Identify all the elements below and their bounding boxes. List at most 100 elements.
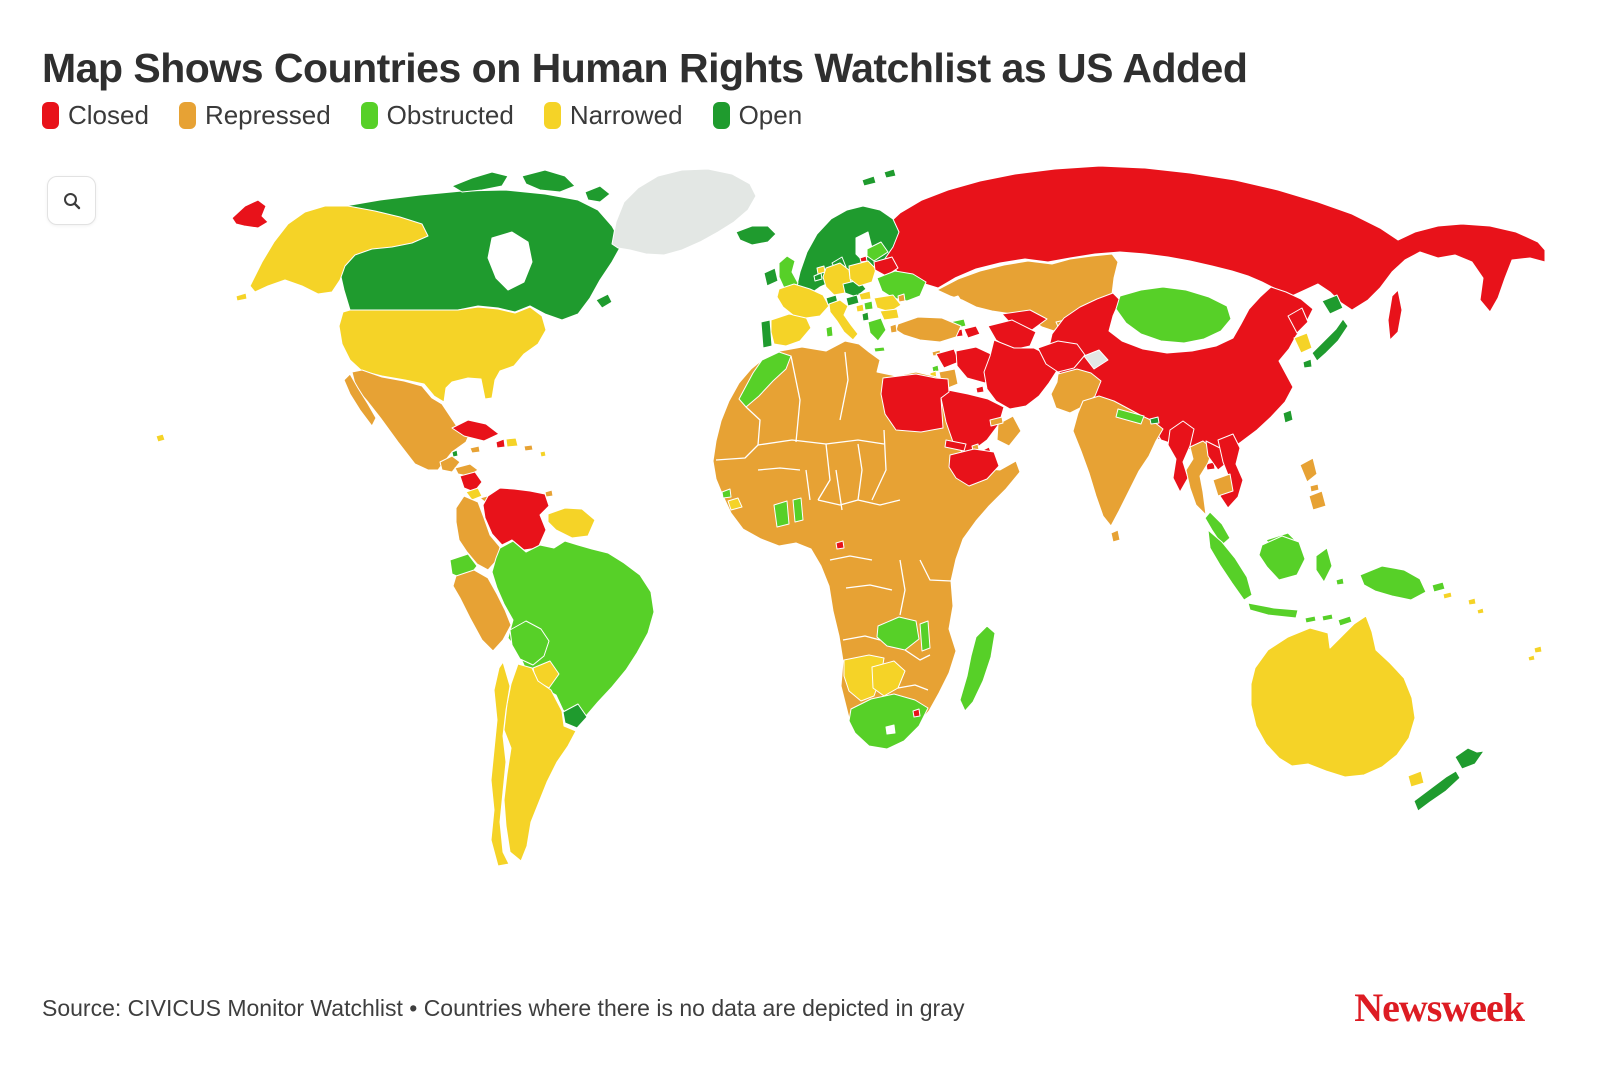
region-madagascar[interactable] [959, 625, 996, 712]
region-africa-base[interactable] [712, 340, 1021, 744]
region-solomon-islands[interactable] [1442, 591, 1453, 600]
region-indonesia-lesser-sunda[interactable] [1304, 615, 1317, 624]
region-uae[interactable] [989, 416, 1004, 427]
region-arctic-islands[interactable] [521, 169, 576, 193]
region-costa-rica[interactable] [465, 487, 483, 501]
region-india[interactable] [1072, 395, 1164, 527]
region-uk[interactable] [778, 255, 799, 292]
region-iceland[interactable] [735, 225, 777, 246]
region-philippines-mindanao[interactable] [1308, 490, 1327, 511]
region-chukotka-wrap[interactable] [231, 199, 269, 229]
region-ireland[interactable] [763, 267, 779, 287]
region-ethiopia[interactable] [948, 448, 1000, 487]
region-albania-montenegro[interactable] [861, 311, 870, 322]
region-kuwait[interactable] [975, 385, 985, 394]
region-indonesia-java[interactable] [1247, 602, 1299, 619]
region-malawi[interactable] [919, 620, 931, 652]
region-hungary[interactable] [858, 290, 872, 301]
region-venezuela[interactable] [482, 487, 550, 551]
region-egypt[interactable] [880, 373, 950, 433]
region-cambodia[interactable] [1212, 473, 1234, 497]
region-morocco[interactable] [738, 351, 792, 408]
region-indonesia-sulawesi[interactable] [1315, 547, 1333, 583]
region-dominican-republic[interactable] [505, 437, 519, 448]
region-south-africa[interactable] [848, 693, 929, 750]
region-uruguay[interactable] [562, 703, 588, 729]
region-spain[interactable] [770, 313, 812, 347]
region-vietnam[interactable] [1217, 433, 1244, 509]
region-baltics[interactable] [866, 241, 889, 262]
map-zoom-button[interactable] [47, 176, 96, 225]
region-liberia[interactable] [727, 497, 743, 511]
region-new-zealand-north[interactable] [1454, 747, 1485, 770]
region-philippines-luzon[interactable] [1299, 457, 1318, 483]
region-nepal[interactable] [1115, 408, 1145, 425]
region-puerto-rico[interactable] [523, 444, 534, 452]
region-netherlands[interactable] [816, 265, 826, 275]
region-fiji[interactable] [1527, 654, 1536, 662]
region-haiti[interactable] [495, 438, 506, 449]
region-alaska[interactable] [249, 205, 429, 295]
region-baja-california[interactable] [343, 373, 377, 427]
region-eswatini[interactable] [912, 708, 921, 718]
region-taiwan[interactable] [1282, 409, 1294, 424]
region-bhutan[interactable] [1149, 416, 1160, 425]
region-equatorial-guinea[interactable] [835, 540, 845, 550]
region-sri-lanka[interactable] [1110, 529, 1121, 543]
region-japan[interactable] [1311, 318, 1349, 362]
region-sardinia[interactable] [825, 325, 834, 338]
region-greenland[interactable] [611, 168, 757, 256]
region-bulgaria[interactable] [879, 308, 900, 321]
region-croatia-slovenia[interactable] [845, 294, 860, 307]
region-azerbaijan[interactable] [963, 325, 981, 339]
region-arctic-islands[interactable] [451, 171, 509, 193]
region-indonesia-maluku[interactable] [1335, 577, 1345, 586]
region-laos[interactable] [1205, 440, 1229, 471]
region-japan[interactable] [1321, 294, 1344, 315]
region-zambia[interactable] [876, 616, 920, 651]
region-new-guinea[interactable] [1359, 565, 1427, 601]
region-australia[interactable] [1250, 615, 1416, 778]
region-indonesia-sumatra[interactable] [1207, 529, 1253, 601]
region-russia[interactable] [861, 165, 1546, 313]
region-fiji[interactable] [1533, 645, 1543, 654]
region-mongolia[interactable] [1115, 286, 1232, 344]
region-aleutians[interactable] [235, 292, 248, 302]
region-vanuatu[interactable] [1476, 607, 1485, 615]
region-newfoundland[interactable] [595, 293, 613, 309]
region-new-zealand-south[interactable] [1413, 770, 1461, 812]
region-colombia[interactable] [455, 495, 501, 571]
region-turkey[interactable] [889, 323, 898, 334]
region-bosnia[interactable] [855, 303, 865, 313]
region-jamaica[interactable] [469, 445, 481, 454]
region-lebanon[interactable] [931, 364, 940, 373]
region-turkey[interactable] [895, 316, 962, 343]
region-nicaragua[interactable] [459, 471, 483, 493]
region-ghana[interactable] [773, 500, 790, 528]
region-france[interactable] [776, 283, 830, 319]
region-togo-benin[interactable] [792, 497, 804, 523]
region-south-korea[interactable] [1293, 332, 1313, 354]
region-sakhalin[interactable] [1387, 289, 1403, 341]
region-sierra-leone[interactable] [721, 488, 732, 499]
region-mexico[interactable] [351, 369, 471, 471]
region-belize[interactable] [451, 449, 459, 458]
region-philippines-visayas[interactable] [1309, 483, 1320, 493]
region-new-britain[interactable] [1431, 581, 1446, 593]
region-indonesia-lesser-sunda[interactable] [1321, 613, 1334, 622]
region-timor-leste[interactable] [1337, 615, 1353, 627]
region-chile[interactable] [490, 661, 511, 867]
region-hawaii[interactable] [155, 433, 166, 443]
region-bolivia[interactable] [509, 620, 550, 666]
region-cuba[interactable] [451, 419, 500, 442]
region-greece[interactable] [867, 317, 887, 342]
region-kaliningrad[interactable] [859, 255, 868, 263]
region-afghanistan[interactable] [1037, 340, 1086, 373]
region-svalbard[interactable] [861, 175, 877, 187]
region-japan[interactable] [1302, 358, 1313, 369]
region-iran[interactable] [983, 339, 1059, 410]
region-arctic-islands[interactable] [584, 185, 611, 203]
region-peru[interactable] [452, 569, 512, 652]
region-serbia[interactable] [863, 300, 874, 311]
region-crete[interactable] [873, 346, 886, 353]
